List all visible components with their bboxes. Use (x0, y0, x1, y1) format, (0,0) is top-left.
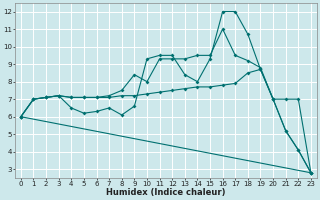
X-axis label: Humidex (Indice chaleur): Humidex (Indice chaleur) (106, 188, 226, 197)
